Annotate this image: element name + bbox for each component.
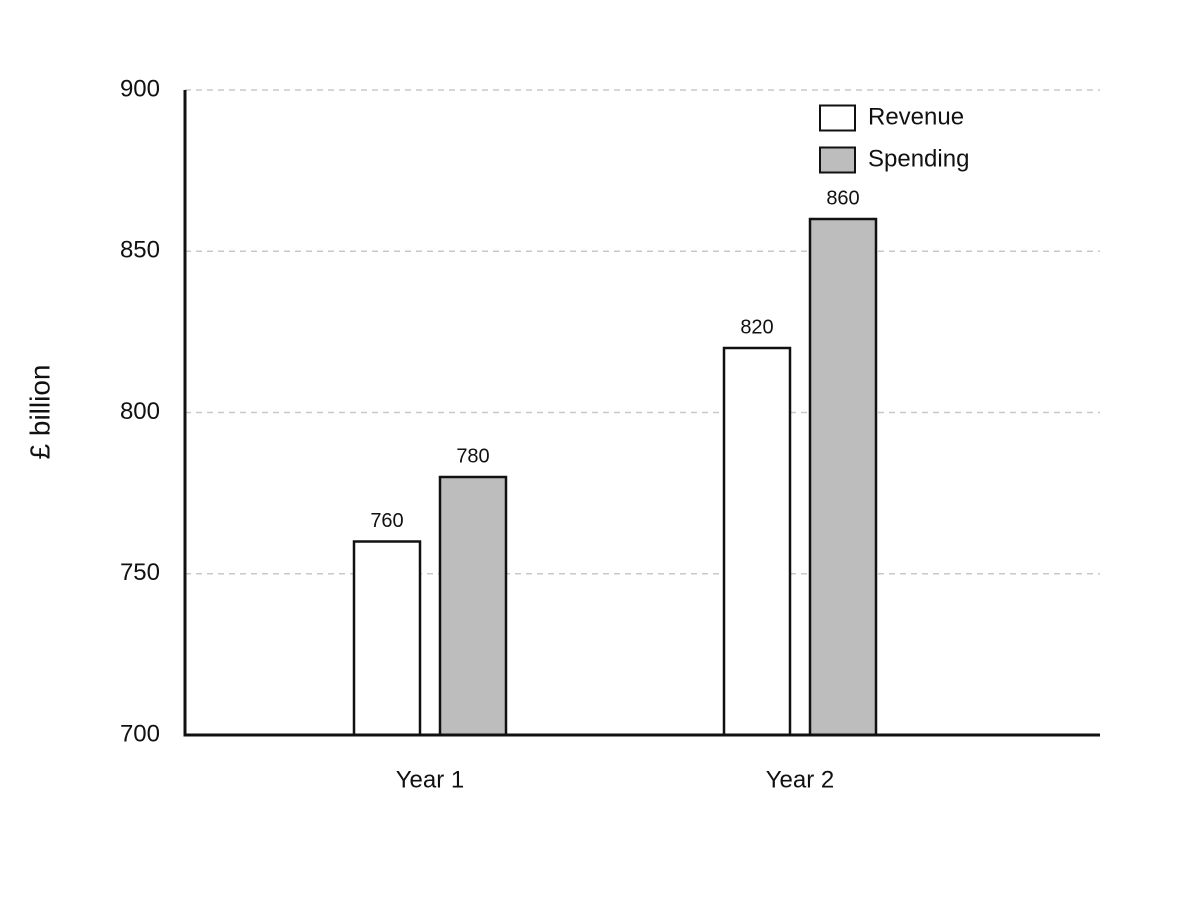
- y-tick-label: 850: [120, 237, 160, 264]
- y-axis-label: £ billion: [24, 365, 55, 460]
- x-tick-label: Year 1: [396, 766, 465, 793]
- legend-label: Spending: [868, 145, 969, 172]
- legend-label: Revenue: [868, 103, 964, 130]
- y-tick-label: 800: [120, 398, 160, 425]
- legend-swatch: [819, 146, 856, 174]
- bar: [438, 475, 508, 737]
- y-tick-label: 750: [120, 559, 160, 586]
- bar: [722, 346, 792, 737]
- legend-swatch: [819, 104, 856, 132]
- data-label: 760: [370, 510, 403, 532]
- data-label: 780: [456, 445, 489, 467]
- x-tick-label: Year 2: [766, 766, 835, 793]
- y-tick-label: 900: [120, 75, 160, 102]
- bar: [352, 540, 422, 737]
- bar: [808, 217, 878, 737]
- y-tick-label: 700: [120, 720, 160, 747]
- data-label: 860: [826, 187, 859, 209]
- data-label: 820: [740, 316, 773, 338]
